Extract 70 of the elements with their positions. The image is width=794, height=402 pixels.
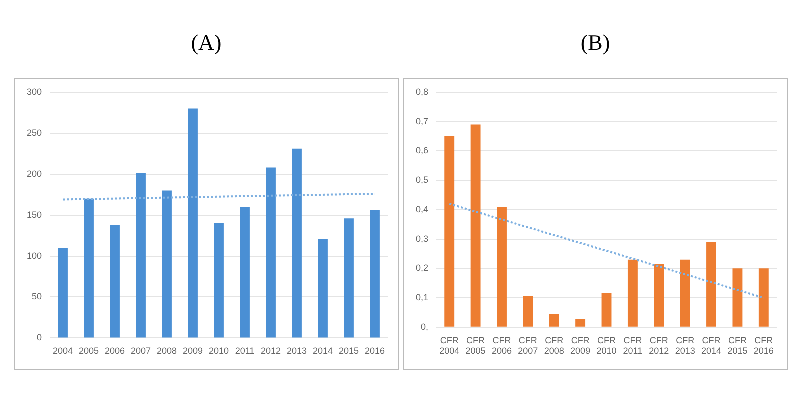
x-tick-label: CFR 2012: [649, 335, 670, 356]
y-tick-label: 0,7: [416, 116, 429, 126]
x-tick-label: 2008: [156, 346, 178, 356]
x-tick-label: 2013: [286, 346, 308, 356]
x-tick-label: 2014: [312, 346, 334, 356]
y-tick-label: 0,5: [416, 175, 429, 186]
x-tick-label: 2016: [364, 346, 386, 356]
y-tick-label: 150: [26, 210, 42, 220]
y-tick-label: 0,4: [416, 204, 429, 214]
bar: [706, 242, 716, 327]
bar: [680, 260, 690, 327]
bar: [58, 248, 68, 338]
x-tick-label: 2004: [53, 346, 74, 356]
bar: [240, 207, 250, 338]
bar: [214, 223, 224, 338]
x-tick-label: 2007: [130, 346, 152, 356]
x-tick-label: 2012: [260, 346, 282, 356]
x-tick-label: 2011: [235, 346, 255, 356]
y-tick-label: 0,8: [416, 86, 429, 97]
y-tick-label: 0,1: [416, 292, 429, 303]
x-tick-label: 2010: [208, 346, 230, 356]
x-tick-label: CFR 2016: [754, 335, 774, 356]
x-tick-label: CFR 2014: [702, 335, 722, 356]
bar: [549, 314, 560, 327]
x-tick-label: CFR 2013: [675, 335, 696, 356]
y-tick-label: 0,2: [416, 263, 429, 274]
bar: [758, 268, 769, 327]
y-tick-label: 200: [26, 168, 42, 179]
y-tick-label: 250: [26, 128, 42, 138]
x-tick-label: 2005: [79, 346, 100, 356]
bar: [84, 198, 94, 338]
bar: [628, 260, 638, 327]
y-tick-label: 0,: [420, 322, 429, 332]
bar: [136, 174, 146, 338]
bar: [266, 168, 276, 338]
bar: [602, 293, 612, 327]
bar: [523, 296, 534, 327]
x-tick-label: 2006: [104, 346, 126, 356]
x-tick-label: CFR 2009: [570, 335, 591, 356]
y-tick-label: 0: [37, 332, 42, 343]
x-tick-label: CFR 2005: [466, 335, 486, 356]
y-tick-label: 0,6: [416, 146, 429, 156]
chart-title: (B): [580, 29, 612, 57]
bar: [370, 210, 380, 338]
bar: [732, 268, 743, 327]
chart-title: (A): [190, 29, 223, 57]
bar: [576, 319, 586, 327]
x-tick-label: CFR 2015: [728, 335, 748, 356]
bar: [470, 124, 481, 327]
x-tick-label: CFR 2011: [623, 335, 643, 356]
bar: [497, 206, 507, 327]
y-tick-label: 50: [32, 292, 42, 302]
bar: [110, 225, 120, 338]
bar: [444, 136, 455, 327]
x-tick-label: CFR 2006: [492, 335, 512, 356]
x-tick-label: CFR 2004: [440, 335, 460, 356]
bar: [318, 239, 328, 338]
bar: [292, 148, 302, 338]
y-tick-label: 0,3: [416, 234, 429, 244]
x-tick-label: 2009: [182, 346, 204, 356]
x-tick-label: CFR 2010: [596, 335, 617, 356]
x-tick-label: CFR 2007: [518, 335, 538, 356]
bar: [188, 108, 198, 338]
x-tick-label: 2015: [338, 346, 360, 356]
bar: [162, 190, 172, 338]
bar: [344, 218, 354, 338]
bar: [654, 264, 664, 327]
y-tick-label: 100: [26, 250, 42, 261]
y-tick-label: 300: [26, 86, 42, 97]
x-tick-label: CFR 2008: [544, 335, 564, 356]
